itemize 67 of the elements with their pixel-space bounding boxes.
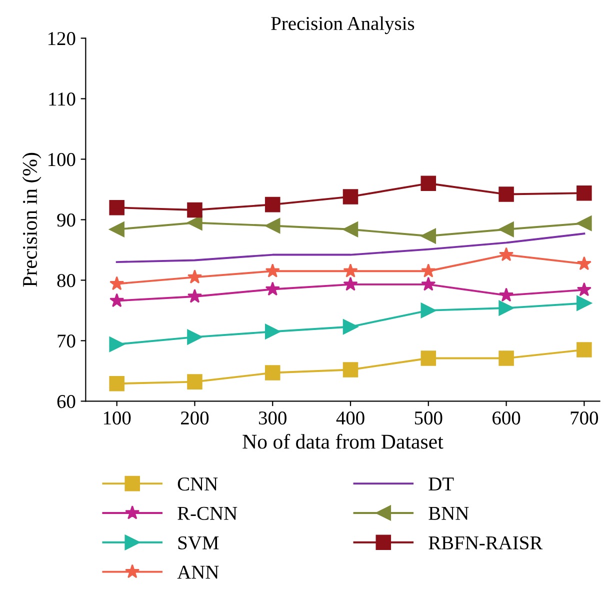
point (576, 216, 592, 231)
point (264, 218, 280, 234)
point (498, 247, 514, 262)
point (421, 263, 436, 278)
point (343, 263, 358, 278)
point (109, 200, 124, 216)
x-tick-label: 100 (104, 411, 131, 425)
y-tick-label: 110 (49, 92, 76, 106)
point (498, 186, 514, 202)
line-series (116, 232, 586, 264)
x-tick-label: 500 (414, 411, 442, 425)
point (420, 302, 436, 318)
legend-label: BNN (428, 507, 469, 520)
point (420, 176, 436, 192)
y-axis-title: Precision in (%) (22, 152, 42, 287)
point (343, 276, 358, 291)
legend-label: DT (428, 478, 454, 490)
point (264, 324, 280, 340)
point (576, 342, 592, 358)
point (342, 189, 358, 204)
point (264, 196, 280, 212)
point (187, 215, 202, 230)
point (576, 296, 592, 311)
point (420, 350, 436, 366)
point (264, 365, 280, 380)
point (342, 362, 358, 378)
point (576, 185, 592, 201)
legend-label: SVM (178, 536, 219, 550)
point (109, 336, 124, 352)
y-tick-label: 70 (58, 334, 76, 348)
point (187, 270, 202, 284)
x-tick-label: 600 (492, 411, 520, 425)
point (498, 222, 514, 238)
y-tick-label: 60 (57, 395, 76, 408)
point (187, 288, 202, 303)
point (110, 293, 124, 308)
legend-label: ANN (177, 566, 219, 579)
point (420, 228, 436, 244)
point (187, 329, 202, 345)
legend-label: RBFN-RAISR (428, 536, 543, 550)
y-tick-label: 90 (57, 214, 76, 227)
point (576, 256, 592, 270)
chart-title: Precision Analysis (271, 16, 414, 34)
legend-label: R-CNN (178, 506, 238, 520)
point (421, 276, 436, 291)
point (498, 300, 514, 316)
point (342, 319, 358, 334)
point (498, 288, 514, 302)
point (265, 263, 280, 278)
x-tick-label: 700 (570, 411, 598, 425)
x-axis-title: No of data from Dataset (242, 434, 444, 449)
point (109, 222, 124, 238)
point (265, 282, 280, 296)
point (342, 222, 358, 238)
x-tick-label: 300 (258, 411, 286, 425)
point (187, 202, 202, 218)
point (110, 276, 124, 290)
point (498, 350, 514, 366)
y-tick-label: 120 (48, 32, 76, 46)
legend-label: CNN (178, 477, 218, 491)
point (109, 376, 124, 392)
point (576, 282, 592, 296)
point (187, 374, 202, 390)
y-tick-label: 100 (48, 153, 76, 166)
y-tick-label: 80 (57, 274, 76, 288)
x-tick-label: 400 (336, 411, 364, 425)
x-tick-label: 200 (181, 411, 209, 425)
